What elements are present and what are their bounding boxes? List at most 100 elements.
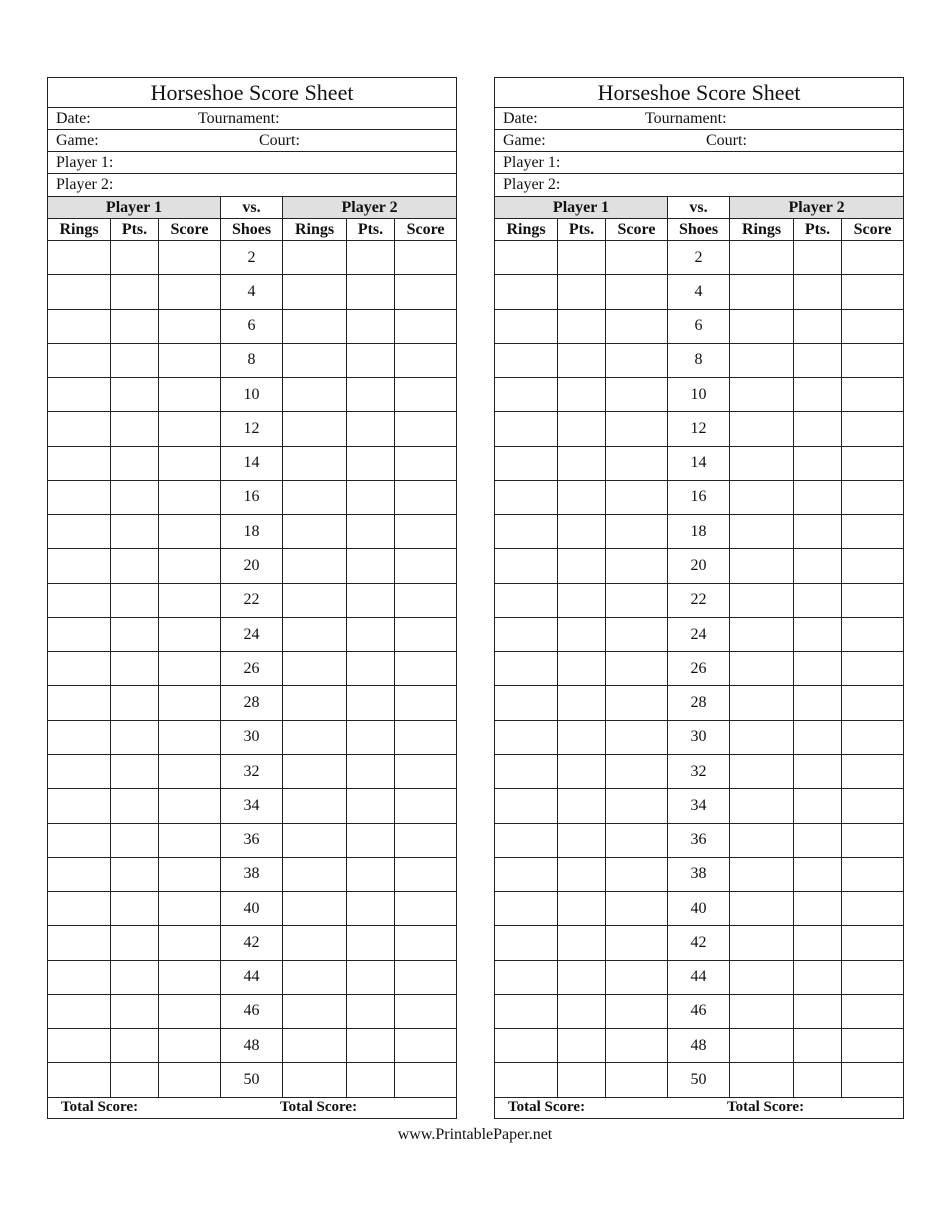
score-entry-cell[interactable] — [494, 582, 558, 618]
score-entry-cell[interactable] — [47, 377, 111, 413]
score-entry-cell[interactable] — [605, 445, 668, 481]
score-entry-cell[interactable] — [793, 548, 842, 584]
score-entry-cell[interactable] — [346, 685, 395, 721]
score-entry-cell[interactable] — [729, 925, 794, 961]
score-entry-cell[interactable] — [158, 959, 221, 995]
score-entry-cell[interactable] — [393, 274, 458, 310]
score-entry-cell[interactable] — [729, 274, 794, 310]
score-entry-cell[interactable] — [158, 891, 221, 927]
score-entry-cell[interactable] — [393, 753, 458, 790]
score-entry-cell[interactable] — [557, 411, 606, 447]
score-entry-cell[interactable] — [346, 411, 395, 447]
score-entry-cell[interactable] — [605, 548, 668, 584]
score-entry-cell[interactable] — [605, 685, 668, 721]
score-entry-cell[interactable] — [557, 993, 606, 1030]
score-entry-cell[interactable] — [346, 822, 395, 858]
score-entry-cell[interactable] — [605, 479, 668, 516]
score-entry-cell[interactable] — [793, 342, 842, 379]
score-entry-cell[interactable] — [393, 548, 458, 584]
score-entry-cell[interactable] — [110, 274, 159, 310]
score-entry-cell[interactable] — [47, 1062, 111, 1098]
score-entry-cell[interactable] — [605, 891, 668, 927]
score-entry-cell[interactable] — [729, 685, 794, 721]
score-entry-cell[interactable] — [494, 342, 558, 379]
score-entry-cell[interactable] — [282, 308, 347, 344]
score-entry-cell[interactable] — [282, 548, 347, 584]
score-entry-cell[interactable] — [47, 239, 111, 276]
score-entry-cell[interactable] — [840, 548, 905, 584]
score-entry-cell[interactable] — [793, 616, 842, 653]
score-entry-cell[interactable] — [605, 239, 668, 276]
score-entry-cell[interactable] — [494, 239, 558, 276]
score-entry-cell[interactable] — [110, 1062, 159, 1098]
score-entry-cell[interactable] — [840, 274, 905, 310]
score-entry-cell[interactable] — [793, 651, 842, 687]
score-entry-cell[interactable] — [494, 445, 558, 481]
score-entry-cell[interactable] — [282, 891, 347, 927]
score-entry-cell[interactable] — [346, 1062, 395, 1098]
score-entry-cell[interactable] — [346, 479, 395, 516]
score-entry-cell[interactable] — [605, 993, 668, 1030]
score-entry-cell[interactable] — [840, 822, 905, 858]
score-entry-cell[interactable] — [282, 582, 347, 618]
score-entry-cell[interactable] — [557, 1028, 606, 1064]
score-entry-cell[interactable] — [282, 719, 347, 755]
score-entry-cell[interactable] — [729, 239, 794, 276]
score-entry-cell[interactable] — [793, 239, 842, 276]
score-entry-cell[interactable] — [729, 993, 794, 1030]
score-entry-cell[interactable] — [793, 274, 842, 310]
player2-name-row[interactable]: Player 2: — [46, 173, 458, 197]
score-entry-cell[interactable] — [47, 993, 111, 1030]
score-entry-cell[interactable] — [346, 239, 395, 276]
score-entry-cell[interactable] — [840, 925, 905, 961]
score-entry-cell[interactable] — [47, 1028, 111, 1064]
score-entry-cell[interactable] — [729, 856, 794, 893]
score-entry-cell[interactable] — [840, 239, 905, 276]
score-entry-cell[interactable] — [840, 891, 905, 927]
score-entry-cell[interactable] — [605, 719, 668, 755]
score-entry-cell[interactable] — [393, 993, 458, 1030]
score-entry-cell[interactable] — [47, 445, 111, 481]
score-entry-cell[interactable] — [282, 685, 347, 721]
game-court-row[interactable]: Game: Court: — [493, 129, 905, 152]
score-entry-cell[interactable] — [840, 514, 905, 550]
score-entry-cell[interactable] — [346, 719, 395, 755]
score-entry-cell[interactable] — [793, 788, 842, 824]
score-entry-cell[interactable] — [840, 651, 905, 687]
score-entry-cell[interactable] — [282, 342, 347, 379]
score-entry-cell[interactable] — [840, 411, 905, 447]
score-entry-cell[interactable] — [557, 308, 606, 344]
score-entry-cell[interactable] — [557, 377, 606, 413]
score-entry-cell[interactable] — [393, 239, 458, 276]
score-entry-cell[interactable] — [605, 308, 668, 344]
score-entry-cell[interactable] — [47, 411, 111, 447]
score-entry-cell[interactable] — [793, 891, 842, 927]
score-entry-cell[interactable] — [393, 685, 458, 721]
score-entry-cell[interactable] — [494, 685, 558, 721]
score-entry-cell[interactable] — [393, 891, 458, 927]
score-entry-cell[interactable] — [158, 719, 221, 755]
score-entry-cell[interactable] — [158, 753, 221, 790]
score-entry-cell[interactable] — [840, 1062, 905, 1098]
score-entry-cell[interactable] — [494, 308, 558, 344]
player1-name-row[interactable]: Player 1: — [46, 151, 458, 174]
score-entry-cell[interactable] — [840, 993, 905, 1030]
score-entry-cell[interactable] — [158, 514, 221, 550]
score-entry-cell[interactable] — [346, 1028, 395, 1064]
score-entry-cell[interactable] — [282, 822, 347, 858]
score-entry-cell[interactable] — [346, 993, 395, 1030]
score-entry-cell[interactable] — [282, 274, 347, 310]
score-entry-cell[interactable] — [110, 925, 159, 961]
score-entry-cell[interactable] — [393, 479, 458, 516]
score-entry-cell[interactable] — [346, 959, 395, 995]
score-entry-cell[interactable] — [840, 342, 905, 379]
score-entry-cell[interactable] — [840, 856, 905, 893]
score-entry-cell[interactable] — [605, 822, 668, 858]
score-entry-cell[interactable] — [557, 274, 606, 310]
score-entry-cell[interactable] — [605, 925, 668, 961]
score-entry-cell[interactable] — [605, 616, 668, 653]
score-entry-cell[interactable] — [47, 274, 111, 310]
score-entry-cell[interactable] — [393, 308, 458, 344]
score-entry-cell[interactable] — [840, 377, 905, 413]
score-entry-cell[interactable] — [110, 514, 159, 550]
